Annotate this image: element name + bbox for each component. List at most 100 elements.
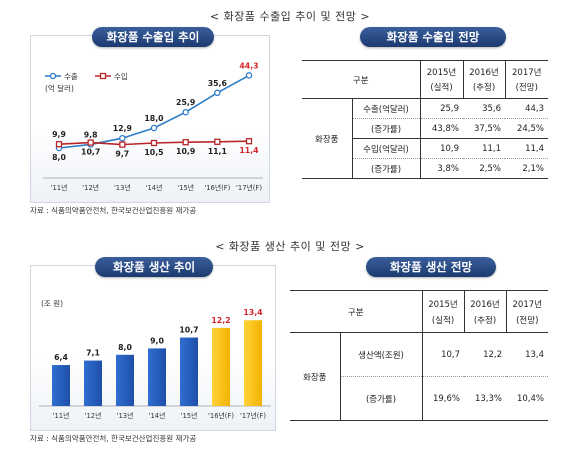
trade-group-label: 화장품 xyxy=(302,98,352,179)
x-tick-label: '13년 xyxy=(117,411,134,420)
actual-bar xyxy=(180,337,198,406)
production-chart-panel: (조 원) 6,4 '11년 7,1 '12년 8,0 '13년 9,0 '14년 10,7 '15… xyxy=(30,265,276,431)
export-data-label: 12,9 xyxy=(113,124,132,133)
forecast-bar xyxy=(212,327,230,406)
production-header-2015-year: 2015년 xyxy=(428,299,458,310)
production-cell: 12,2 xyxy=(464,332,506,377)
actual-bar xyxy=(148,348,166,406)
trade-row-export: 화장품 수출(억달러) 25,9 35,6 44,3 xyxy=(302,98,548,179)
bar-data-label: 9,0 xyxy=(150,336,164,345)
bar-data-label: 13,4 xyxy=(243,308,263,317)
production-header-2017-year: 2017년 xyxy=(512,299,542,310)
trade-cell: 37,5% xyxy=(463,118,505,139)
production-cell: 10,4% xyxy=(506,376,548,421)
trade-table: 구분 2015년 (실적) 2016년 (추정) 2017년 (전망) 화장품 수출(… xyxy=(302,60,548,179)
import-data-label: 9,9 xyxy=(52,130,66,139)
trade-row-import-label: 수입(억달러) xyxy=(351,138,420,159)
x-tick-label: '12년 xyxy=(85,411,102,420)
trade-header-2017-sub: (전망) xyxy=(515,83,538,93)
import-data-label: 9,7 xyxy=(115,150,129,159)
export-data-label: 25,9 xyxy=(176,98,195,107)
trade-cell: 25,9 xyxy=(419,98,463,119)
section1-title: < 화장품 수출입 추이 및 전망 > xyxy=(209,10,371,23)
trade-row-import: 수입(억달러) 10,9 11,1 11,4 xyxy=(302,138,548,159)
trade-header-2015: 2015년 (실적) xyxy=(419,60,463,99)
trade-cell: 44,3 xyxy=(505,98,548,119)
production-row-growth-label: (증가률) xyxy=(339,376,422,421)
export-data-label: 9,8 xyxy=(84,130,98,139)
import-point xyxy=(150,139,158,147)
bar-data-label: 6,4 xyxy=(54,353,68,362)
import-data-label: 11,1 xyxy=(208,147,227,156)
production-header-2016-year: 2016년 xyxy=(470,299,500,310)
export-data-label: 35,6 xyxy=(208,79,227,88)
production-header-2016: 2016년 (추정) xyxy=(463,290,506,333)
trade-chart-panel: 수출 수입 (억 달러) '11년 '12년 '13년 '14년 '15년 '16년(F) '17… xyxy=(30,35,270,203)
import-point xyxy=(119,141,126,148)
trade-header-2015-sub: (실적) xyxy=(430,83,453,93)
section2-title: < 화장품 생산 추이 및 전망 > xyxy=(215,240,365,253)
trade-row-import-growth: (증가률) 3,8% 2,5% 2,1% xyxy=(302,158,548,179)
trade-cell: 11,1 xyxy=(463,138,505,159)
trade-table-header-row: 구분 2015년 (실적) 2016년 (추정) 2017년 (전망) xyxy=(302,60,548,99)
trade-row-export-growth-label: (증가률) xyxy=(351,118,420,139)
bar-data-label: 12,2 xyxy=(211,316,230,325)
trade-cell: 11,4 xyxy=(505,138,548,159)
actual-bar xyxy=(52,365,70,406)
production-row-output: 화장품 생산액(조원) 10,7 12,2 13,4 xyxy=(290,332,548,421)
export-point xyxy=(245,72,253,79)
trade-header-2016-year: 2016년 xyxy=(469,68,499,78)
trade-cell: 2,5% xyxy=(463,158,505,179)
production-table-header-row: 구분 2015년 (실적) 2016년 (추정) 2017년 (전망) xyxy=(290,290,548,333)
x-tick-label: '11년 xyxy=(53,411,70,420)
production-group-label: 화장품 xyxy=(290,332,340,421)
x-tick-label: '14년 xyxy=(146,183,163,192)
production-bar-chart: (조 원) 6,4 '11년 7,1 '12년 8,0 '13년 9,0 '14년 10,7 '15… xyxy=(39,299,271,420)
bar-data-label: 7,1 xyxy=(86,349,100,358)
y-axis-label: (조 원) xyxy=(41,299,63,308)
trade-line-chart: 수출 수입 (억 달러) '11년 '12년 '13년 '14년 '15년 '16년(F) '17… xyxy=(43,61,263,192)
x-tick-label: '15년 xyxy=(181,411,198,420)
export-point xyxy=(182,108,189,116)
trade-cell: 24,5% xyxy=(505,118,548,139)
legend-label: 수출 xyxy=(64,71,78,81)
production-source-note: 자료 : 식품의약품안전처, 한국보건산업진흥원 재가공 xyxy=(30,434,197,443)
import-data-label: 10,9 xyxy=(176,147,195,156)
trade-row-import-growth-label: (증가률) xyxy=(351,158,420,179)
export-data-label: 44,3 xyxy=(239,61,258,70)
export-point xyxy=(119,134,126,142)
import-point xyxy=(245,138,253,145)
production-header-2015: 2015년 (실적) xyxy=(421,290,464,333)
production-chart-title: 화장품 생산 추이 xyxy=(95,257,213,277)
trade-table-title: 화장품 수출입 전망 xyxy=(360,27,506,47)
export-point xyxy=(214,89,221,97)
trade-header-2015-year: 2015년 xyxy=(426,68,457,78)
trade-cell: 35,6 xyxy=(463,98,505,119)
x-tick-label: '11년 xyxy=(51,183,68,192)
production-header-2016-sub: (추정) xyxy=(473,315,497,326)
legend-marker xyxy=(49,72,57,80)
import-point xyxy=(55,141,63,148)
trade-cell: 2,1% xyxy=(505,158,548,179)
production-cell: 10,7 xyxy=(421,332,464,377)
bar-data-label: 8,0 xyxy=(118,343,132,352)
import-data-label: 10,7 xyxy=(81,148,100,157)
trade-row-export-label: 수출(억달러) xyxy=(351,98,420,119)
forecast-bar xyxy=(244,320,262,406)
actual-bar xyxy=(84,360,102,406)
trade-header-2017-year: 2017년 xyxy=(512,68,542,78)
trade-source-note: 자료 : 식품의약품안전처, 한국보건산업진흥원 재가공 xyxy=(30,206,197,215)
import-data-label: 10,5 xyxy=(144,148,163,157)
production-row-growth: (증가률) 19,6% 13,3% 10,4% xyxy=(290,376,548,421)
legend-marker xyxy=(99,72,107,80)
import-point xyxy=(87,139,94,146)
actual-bar xyxy=(116,354,134,406)
legend-label: 수입 xyxy=(114,72,128,81)
trade-chart-title: 화장품 수출입 추이 xyxy=(92,27,214,47)
production-header-2015-sub: (실적) xyxy=(431,315,455,326)
production-cell: 13,4 xyxy=(506,332,548,377)
production-table: 구분 2015년 (실적) 2016년 (추정) 2017년 (전망) 화장품 생산액… xyxy=(290,290,548,421)
production-table-title: 화장품 생산 전망 xyxy=(366,257,496,277)
trade-cell: 3,8% xyxy=(419,158,463,179)
import-point xyxy=(182,139,189,146)
